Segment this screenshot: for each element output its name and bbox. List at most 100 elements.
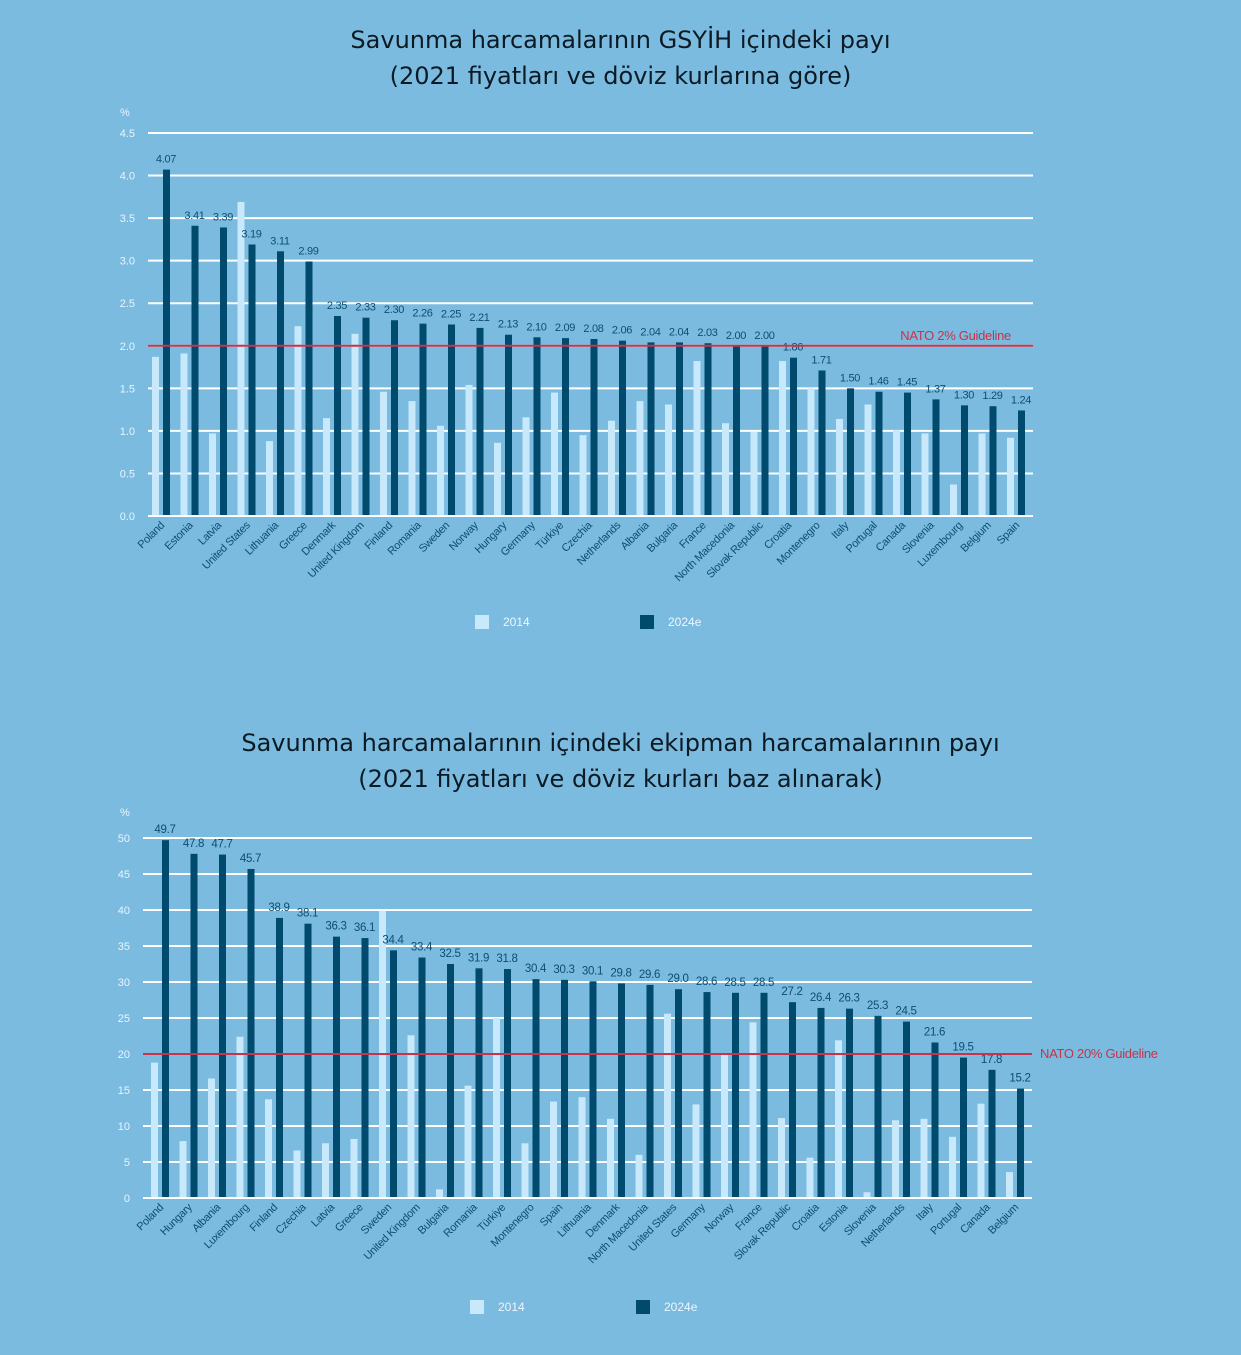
x-category-label: Czechia [274, 1201, 310, 1237]
bar-2014 [977, 1103, 985, 1198]
bar-2014 [608, 420, 615, 516]
y-tick-label: 25 [118, 1013, 130, 1025]
data-label-2024e: 2.04 [640, 326, 660, 338]
bar-2024e [532, 979, 540, 1198]
bar-2014 [1006, 1172, 1013, 1198]
bar-2014 [151, 1062, 158, 1198]
bar-2014 [664, 1013, 671, 1198]
bar-2024e [903, 1021, 910, 1198]
bar-2024e [789, 1002, 796, 1198]
x-category-label: Portugal [844, 520, 880, 556]
bar-2024e [163, 169, 170, 516]
chart-1-title-block: Savunma harcamalarının GSYİH içindeki pa… [0, 22, 1241, 94]
bar-2014 [836, 418, 843, 516]
bar-2024e [618, 983, 625, 1198]
legend-swatch-2014 [475, 615, 489, 629]
y-tick-label: 4.0 [120, 171, 135, 183]
bar-2024e [504, 969, 511, 1198]
x-category-label: Sweden [417, 520, 452, 555]
data-label-2024e: 1.37 [925, 383, 945, 395]
bar-2024e [904, 392, 911, 516]
bar-2014 [949, 1136, 956, 1198]
data-label-2024e: 2.08 [583, 323, 603, 335]
y-tick-label: 1.5 [120, 383, 135, 395]
bar-2024e [305, 261, 313, 516]
bar-2024e [476, 327, 484, 516]
y-tick-label: 45 [118, 869, 130, 881]
data-label-2024e: 36.3 [325, 921, 346, 933]
y-tick-label: 4.5 [120, 128, 135, 140]
bar-2024e [505, 334, 512, 516]
bar-2024e [418, 957, 426, 1198]
bar-2024e [362, 317, 370, 516]
bar-2024e [589, 981, 597, 1198]
y-tick-label: 0.5 [120, 468, 135, 480]
data-label-2024e: 26.3 [838, 993, 859, 1005]
bar-2014 [179, 1141, 187, 1198]
bar-2014 [350, 1138, 358, 1198]
y-tick-label: 50 [118, 833, 130, 845]
bar-2014 [522, 417, 530, 516]
bar-2014 [208, 1078, 215, 1198]
bar-2024e [220, 227, 227, 516]
bar-2014 [950, 484, 957, 516]
bar-2014 [437, 425, 444, 516]
bar-2024e [561, 979, 568, 1198]
bar-2024e [1017, 1088, 1024, 1198]
bar-2024e [675, 989, 682, 1198]
bar-2014 [465, 384, 473, 516]
bar-2014 [380, 391, 387, 516]
legend-label-2024e: 2024e [664, 1300, 698, 1314]
y-axis-unit-label: % [120, 107, 130, 119]
data-label-2024e: 27.2 [781, 986, 802, 998]
data-label-2024e: 2.06 [612, 325, 632, 337]
bar-2024e [162, 840, 169, 1198]
bar-2014 [266, 441, 273, 516]
y-tick-label: 0 [124, 1193, 130, 1205]
bar-2014 [436, 1189, 443, 1198]
bar-2014 [407, 1035, 415, 1198]
data-label-2024e: 3.41 [184, 210, 204, 222]
bar-2014 [864, 404, 872, 516]
bar-2014 [721, 1053, 728, 1198]
bar-2024e [533, 337, 541, 516]
bar-2024e [733, 345, 740, 516]
bar-2014 [893, 430, 900, 516]
data-label-2024e: 15.2 [1009, 1073, 1030, 1085]
bar-2014 [807, 388, 815, 516]
bar-2014 [323, 418, 330, 516]
bar-2024e [361, 938, 369, 1198]
chart-2-subtitle: (2021 fiyatları ve döviz kurları baz alı… [358, 765, 883, 793]
data-label-2024e: 24.5 [895, 1006, 916, 1018]
bar-2014 [209, 433, 216, 516]
data-label-2024e: 1.86 [783, 342, 803, 354]
bar-2024e [276, 917, 283, 1198]
data-label-2024e: 1.50 [840, 372, 860, 384]
data-label-2024e: 1.45 [897, 377, 917, 389]
bar-2024e [590, 338, 598, 516]
data-label-2024e: 2.00 [754, 330, 774, 342]
data-label-2024e: 31.8 [496, 953, 517, 965]
bar-2014 [152, 356, 159, 516]
data-label-2024e: 1.29 [982, 390, 1002, 402]
x-category-label: Norway [703, 1201, 737, 1235]
bar-2024e [931, 1042, 939, 1198]
data-label-2024e: 17.8 [981, 1054, 1002, 1066]
bar-2024e [304, 923, 312, 1198]
bar-2024e [846, 1008, 853, 1198]
y-tick-label: 10 [118, 1121, 130, 1133]
bar-2014 [749, 1022, 757, 1198]
bar-2024e [790, 357, 797, 516]
bar-2014 [464, 1085, 472, 1198]
bar-2014 [322, 1143, 329, 1198]
bar-2024e [961, 405, 968, 516]
bar-2014 [692, 1104, 700, 1198]
bar-2014 [237, 201, 245, 516]
y-tick-label: 40 [118, 905, 130, 917]
data-label-2024e: 1.71 [811, 354, 831, 366]
data-label-2024e: 33.4 [411, 942, 433, 954]
bar-2024e [761, 345, 769, 516]
legend-item-2014: 2014 [470, 1300, 525, 1314]
data-label-2024e: 29.0 [667, 973, 688, 985]
data-label-2024e: 3.19 [241, 228, 261, 240]
